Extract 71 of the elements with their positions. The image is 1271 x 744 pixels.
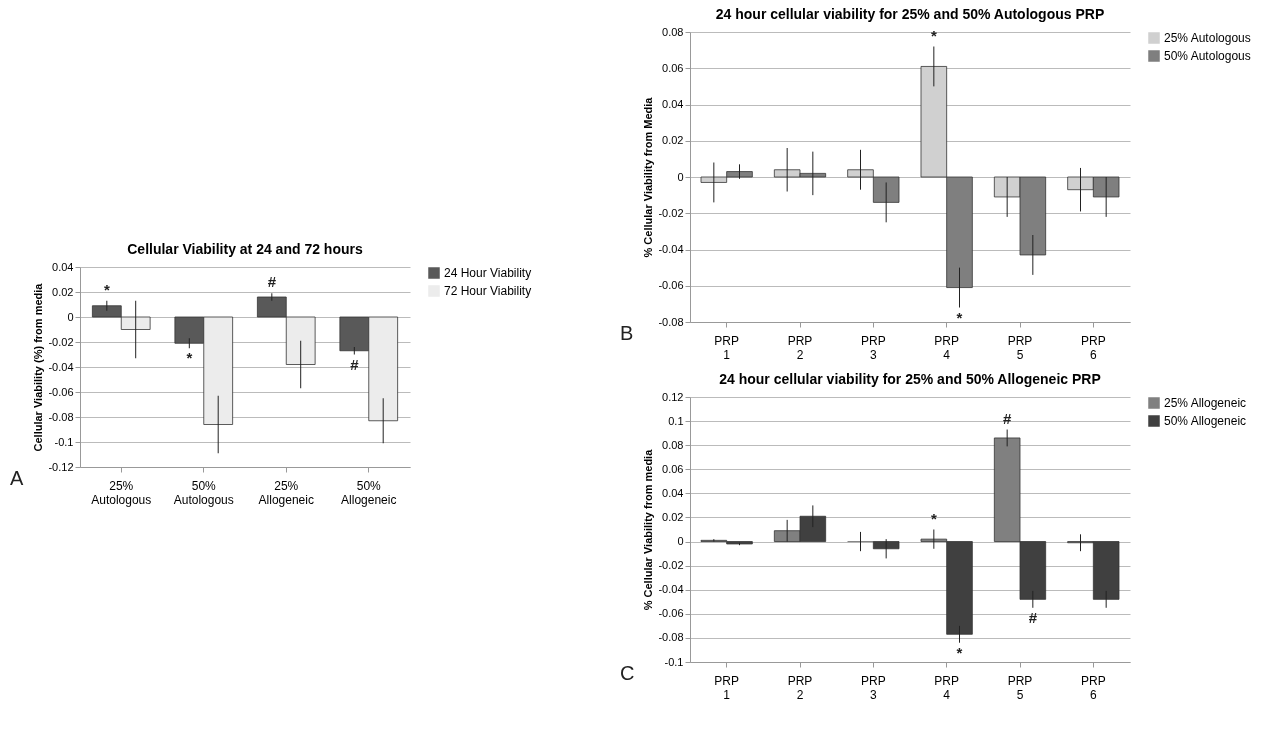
y-tick-label: -0.04: [48, 360, 74, 373]
x-tick-label: PRP 6: [1080, 673, 1106, 702]
legend-label: 24 Hour Viability: [444, 266, 532, 280]
x-tick-label: 25% Allogeneic: [258, 478, 314, 507]
y-axis-title: % Cellular Viability from media: [642, 448, 655, 611]
x-tick-label: PRP 2: [787, 333, 813, 362]
x-tick-label: PRP 4: [934, 673, 960, 702]
x-tick-label: 25% Autologous: [91, 478, 152, 507]
x-tick-label: PRP 4: [934, 333, 960, 362]
x-tick-label: PRP 5: [1007, 673, 1033, 702]
y-tick-label: 0.02: [662, 134, 684, 147]
y-tick-label: 0.1: [668, 414, 684, 427]
y-tick-label: 0.04: [662, 98, 684, 110]
data-label: *: [103, 280, 110, 298]
x-tick-label: PRP 3: [860, 673, 886, 702]
x-tick-label: PRP 1: [714, 333, 740, 362]
data-label: #: [350, 355, 360, 373]
y-tick-label: 0.12: [662, 390, 684, 403]
data-label: #: [1028, 608, 1038, 626]
y-tick-label: -0.02: [48, 335, 74, 348]
legend-label: 25% Autologous: [1164, 31, 1251, 45]
text: B: [620, 322, 634, 344]
y-tick-label: -0.08: [658, 315, 684, 328]
data-label: *: [956, 308, 963, 326]
y-tick-label: -0.02: [658, 206, 684, 219]
y-tick-label: 0.06: [662, 462, 684, 475]
y-tick-label: 0: [677, 170, 684, 183]
y-tick-label: 0.08: [662, 438, 684, 451]
legend-label: 25% Allogeneic: [1164, 396, 1247, 410]
legend-label: 50% Allogeneic: [1164, 414, 1247, 428]
x-tick-label: PRP 3: [860, 333, 886, 362]
x-tick-label: PRP 2: [787, 673, 813, 702]
x-tick-label: PRP 1: [714, 673, 740, 702]
y-tick-label: 0.08: [662, 25, 684, 38]
y-tick-label: -0.02: [658, 559, 684, 572]
y-tick-label: -0.06: [658, 279, 684, 292]
x-tick-label: PRP 6: [1080, 333, 1106, 362]
y-tick-label: -0.1: [54, 435, 74, 448]
y-tick-label: -0.06: [48, 385, 74, 398]
y-tick-label: -0.08: [48, 410, 74, 423]
data-label: #: [267, 273, 277, 291]
y-tick-label: -0.04: [658, 243, 684, 255]
y-tick-label: 0.04: [662, 486, 684, 499]
y-axis-title: % Cellular Viability from Media: [642, 96, 655, 258]
chart-title: Cellular Viability at 24 and 72 hours: [127, 241, 363, 257]
y-tick-label: 0.04: [52, 260, 74, 273]
y-tick-label: 0.02: [662, 510, 684, 523]
y-axis-title: Cellular Viability (%) from media: [32, 282, 45, 452]
y-tick-label: -0.06: [658, 607, 684, 620]
legend-label: 72 Hour Viability: [444, 284, 532, 298]
y-tick-label: 0.06: [662, 61, 684, 74]
legend-label: 50% Autologous: [1164, 49, 1251, 63]
x-tick-label: 50% Autologous: [173, 478, 234, 507]
text: A: [10, 467, 24, 489]
y-tick-label: 0.02: [52, 285, 74, 298]
y-tick-label: 0: [677, 535, 684, 548]
y-tick-label: 0: [67, 310, 74, 323]
y-tick-label: -0.12: [48, 460, 74, 473]
data-label: *: [956, 643, 963, 661]
y-tick-label: -0.04: [658, 583, 684, 596]
y-tick-label: -0.1: [664, 655, 684, 668]
data-label: *: [186, 349, 193, 367]
chart-title: 24 hour cellular viability for 25% and 50% Autologous PRP: [715, 6, 1105, 22]
data-label: *: [930, 509, 937, 527]
x-tick-label: PRP 5: [1007, 333, 1033, 362]
x-tick-label: 50% Allogeneic: [341, 478, 397, 507]
data-label: #: [1002, 409, 1012, 427]
chart-title: 24 hour cellular viability for 25% and 50% Allogeneic PRP: [719, 371, 1101, 387]
data-label: *: [930, 26, 937, 44]
y-tick-label: -0.08: [658, 631, 684, 644]
text: C: [620, 662, 635, 684]
